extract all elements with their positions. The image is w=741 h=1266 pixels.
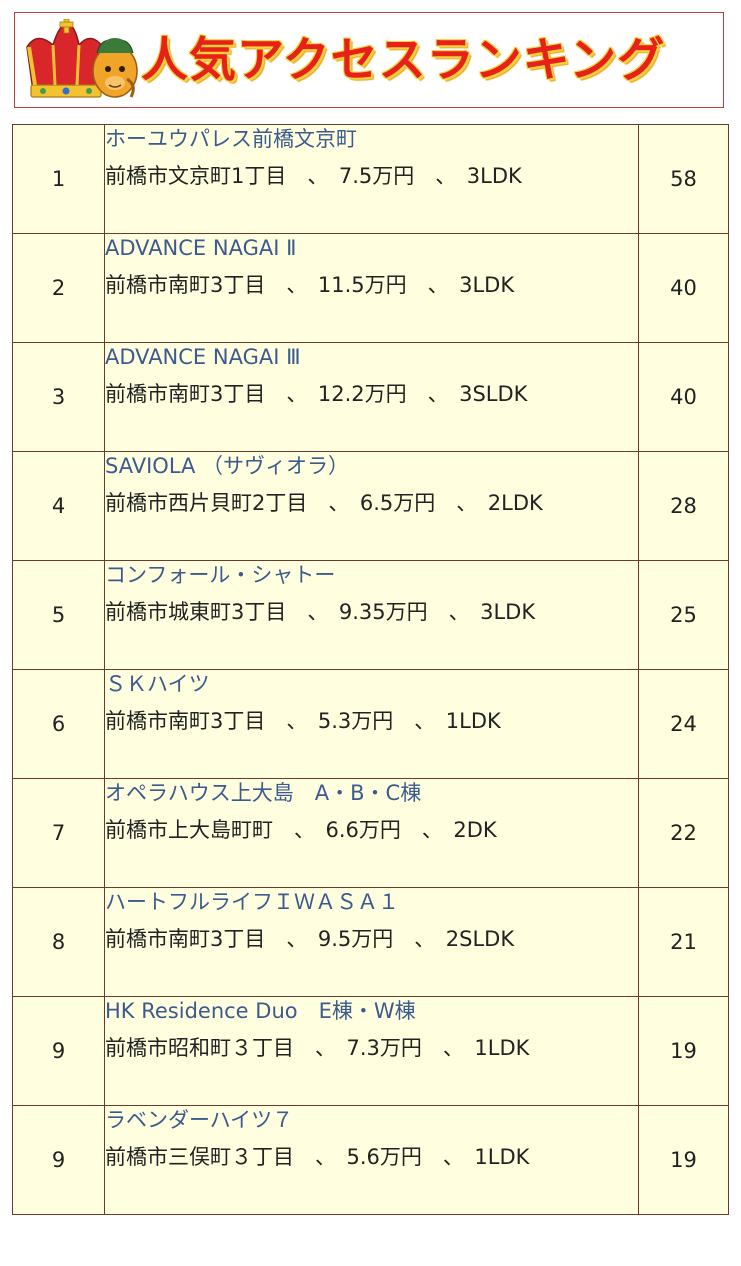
rank-number: 9 — [12, 996, 105, 1106]
access-count: 21 — [638, 887, 729, 997]
property-details: 前橋市南町3丁目 、 9.5万円 、 2SLDK — [105, 927, 515, 951]
property-cell: ADVANCE NAGAI Ⅲ 前橋市南町3丁目 、 12.2万円 、 3SLD… — [104, 342, 639, 452]
property-name-link[interactable]: ADVANCE NAGAI Ⅲ — [105, 345, 301, 369]
ranking-row: 6 ＳＫハイツ 前橋市南町3丁目 、 5.3万円 、 1LDK 24 — [12, 669, 729, 779]
banner-title: 人気アクセスランキング — [141, 33, 666, 88]
ranking-row: 5 コンフォール・シャトー 前橋市城東町3丁目 、 9.35万円 、 3LDK … — [12, 560, 729, 670]
ranking-row: 4 SAVIOLA （サヴィオラ） 前橋市西片貝町2丁目 、 6.5万円 、 2… — [12, 451, 729, 561]
access-count: 40 — [638, 233, 729, 343]
property-cell: ホーユウパレス前橋文京町 前橋市文京町1丁目 、 7.5万円 、 3LDK — [104, 124, 639, 234]
ranking-banner: 人気アクセスランキング — [14, 12, 724, 108]
property-name-link[interactable]: コンフォール・シャトー — [105, 563, 336, 587]
property-details: 前橋市西片貝町2丁目 、 6.5万円 、 2LDK — [105, 491, 543, 515]
access-count: 24 — [638, 669, 729, 779]
property-cell: オペラハウス上大島 A・B・C棟 前橋市上大島町町 、 6.6万円 、 2DK — [104, 778, 639, 888]
property-cell: ハートフルライフＩＷＡＳＡ１ 前橋市南町3丁目 、 9.5万円 、 2SLDK — [104, 887, 639, 997]
rank-number: 5 — [12, 560, 105, 670]
ranking-row: 9 HK Residence Duo E棟・W棟 前橋市昭和町３丁目 、 7.3… — [12, 996, 729, 1106]
property-cell: ＳＫハイツ 前橋市南町3丁目 、 5.3万円 、 1LDK — [104, 669, 639, 779]
property-details: 前橋市南町3丁目 、 12.2万円 、 3SLDK — [105, 382, 528, 406]
rank-number: 4 — [12, 451, 105, 561]
ranking-row: 9 ラベンダーハイツ７ 前橋市三俣町３丁目 、 5.6万円 、 1LDK 19 — [12, 1105, 729, 1215]
access-count: 40 — [638, 342, 729, 452]
ranking-row: 3 ADVANCE NAGAI Ⅲ 前橋市南町3丁目 、 12.2万円 、 3S… — [12, 342, 729, 452]
property-name-link[interactable]: ホーユウパレス前橋文京町 — [105, 127, 357, 151]
ranking-row: 7 オペラハウス上大島 A・B・C棟 前橋市上大島町町 、 6.6万円 、 2D… — [12, 778, 729, 888]
access-count: 28 — [638, 451, 729, 561]
property-cell: SAVIOLA （サヴィオラ） 前橋市西片貝町2丁目 、 6.5万円 、 2LD… — [104, 451, 639, 561]
access-count: 58 — [638, 124, 729, 234]
rank-number: 8 — [12, 887, 105, 997]
access-count: 19 — [638, 1105, 729, 1215]
rank-number: 3 — [12, 342, 105, 452]
property-name-link[interactable]: HK Residence Duo E棟・W棟 — [105, 999, 416, 1023]
ranking-row: 1 ホーユウパレス前橋文京町 前橋市文京町1丁目 、 7.5万円 、 3LDK … — [12, 124, 729, 234]
rank-number: 6 — [12, 669, 105, 779]
rank-number: 1 — [12, 124, 105, 234]
property-name-link[interactable]: ADVANCE NAGAI Ⅱ — [105, 236, 297, 260]
property-cell: コンフォール・シャトー 前橋市城東町3丁目 、 9.35万円 、 3LDK — [104, 560, 639, 670]
ranking-table: 1 ホーユウパレス前橋文京町 前橋市文京町1丁目 、 7.5万円 、 3LDK … — [12, 124, 729, 1215]
access-count: 19 — [638, 996, 729, 1106]
property-details: 前橋市城東町3丁目 、 9.35万円 、 3LDK — [105, 600, 536, 624]
rank-number: 7 — [12, 778, 105, 888]
property-details: 前橋市南町3丁目 、 11.5万円 、 3LDK — [105, 273, 515, 297]
crown-mascot-icon — [26, 19, 138, 98]
ranking-row: 2 ADVANCE NAGAI Ⅱ 前橋市南町3丁目 、 11.5万円 、 3L… — [12, 233, 729, 343]
property-details: 前橋市昭和町３丁目 、 7.3万円 、 1LDK — [105, 1036, 530, 1060]
property-name-link[interactable]: SAVIOLA （サヴィオラ） — [105, 454, 350, 478]
property-name-link[interactable]: オペラハウス上大島 A・B・C棟 — [105, 781, 422, 805]
property-details: 前橋市文京町1丁目 、 7.5万円 、 3LDK — [105, 164, 522, 188]
property-name-link[interactable]: ＳＫハイツ — [105, 672, 210, 696]
access-count: 25 — [638, 560, 729, 670]
rank-number: 9 — [12, 1105, 105, 1215]
property-cell: ADVANCE NAGAI Ⅱ 前橋市南町3丁目 、 11.5万円 、 3LDK — [104, 233, 639, 343]
property-details: 前橋市三俣町３丁目 、 5.6万円 、 1LDK — [105, 1145, 530, 1169]
property-cell: HK Residence Duo E棟・W棟 前橋市昭和町３丁目 、 7.3万円… — [104, 996, 639, 1106]
property-cell: ラベンダーハイツ７ 前橋市三俣町３丁目 、 5.6万円 、 1LDK — [104, 1105, 639, 1215]
access-count: 22 — [638, 778, 729, 888]
property-name-link[interactable]: ラベンダーハイツ７ — [105, 1108, 294, 1132]
property-name-link[interactable]: ハートフルライフＩＷＡＳＡ１ — [105, 890, 399, 914]
rank-number: 2 — [12, 233, 105, 343]
ranking-row: 8 ハートフルライフＩＷＡＳＡ１ 前橋市南町3丁目 、 9.5万円 、 2SLD… — [12, 887, 729, 997]
property-details: 前橋市南町3丁目 、 5.3万円 、 1LDK — [105, 709, 501, 733]
property-details: 前橋市上大島町町 、 6.6万円 、 2DK — [105, 818, 497, 842]
